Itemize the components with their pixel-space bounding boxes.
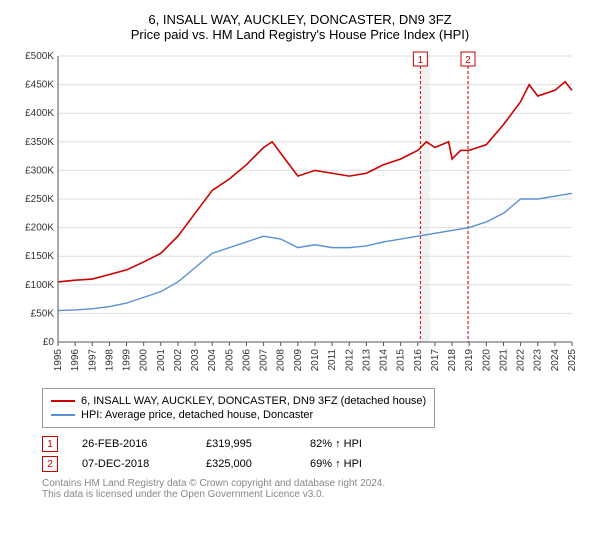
svg-text:2008: 2008: [276, 349, 287, 372]
sale-date: 07-DEC-2018: [82, 458, 182, 470]
sale-price: £325,000: [206, 458, 286, 470]
svg-text:2000: 2000: [139, 349, 150, 372]
svg-text:2004: 2004: [207, 349, 218, 372]
svg-text:1996: 1996: [70, 349, 81, 372]
legend-label: 6, INSALL WAY, AUCKLEY, DONCASTER, DN9 3…: [81, 395, 426, 407]
footer-line: Contains HM Land Registry data © Crown c…: [42, 478, 588, 489]
svg-text:2018: 2018: [447, 349, 458, 372]
svg-text:2009: 2009: [293, 349, 304, 372]
sales-list: 1 26-FEB-2016 £319,995 82% ↑ HPI 2 07-DEC-201…: [42, 436, 588, 472]
svg-text:£50K: £50K: [31, 308, 55, 319]
svg-text:£300K: £300K: [25, 165, 54, 176]
legend-swatch: [51, 400, 75, 402]
svg-text:2021: 2021: [498, 349, 509, 372]
svg-text:1995: 1995: [53, 349, 64, 372]
footer-line: This data is licensed under the Open Gov…: [42, 489, 588, 500]
svg-text:£100K: £100K: [25, 280, 54, 291]
svg-text:£400K: £400K: [25, 108, 54, 119]
svg-text:2010: 2010: [310, 349, 321, 372]
svg-text:£0: £0: [43, 337, 55, 348]
svg-text:2017: 2017: [430, 349, 441, 372]
svg-text:2020: 2020: [481, 349, 492, 372]
sale-marker: 2: [42, 456, 58, 472]
svg-text:2015: 2015: [396, 349, 407, 372]
svg-text:2005: 2005: [224, 349, 235, 372]
sale-marker: 1: [42, 436, 58, 452]
sale-pct: 82% ↑ HPI: [310, 438, 362, 450]
svg-text:2011: 2011: [327, 349, 338, 371]
svg-text:1999: 1999: [122, 349, 133, 372]
svg-text:1: 1: [418, 55, 424, 66]
svg-text:£500K: £500K: [25, 51, 54, 62]
svg-text:2003: 2003: [190, 349, 201, 372]
svg-text:£200K: £200K: [25, 223, 54, 234]
sale-row: 1 26-FEB-2016 £319,995 82% ↑ HPI: [42, 436, 588, 452]
legend-box: 6, INSALL WAY, AUCKLEY, DONCASTER, DN9 3…: [42, 388, 435, 428]
svg-text:2001: 2001: [156, 349, 167, 372]
legend-item: HPI: Average price, detached house, Donc…: [51, 409, 426, 421]
svg-text:2012: 2012: [344, 349, 355, 372]
svg-text:2002: 2002: [173, 349, 184, 372]
svg-text:2006: 2006: [241, 349, 252, 372]
page-title: 6, INSALL WAY, AUCKLEY, DONCASTER, DN9 3…: [12, 12, 588, 27]
svg-text:£450K: £450K: [25, 80, 54, 91]
svg-text:1997: 1997: [87, 349, 98, 372]
price-chart: £0 £50K £100K £150K £200K £250K £300K £350K £400…: [12, 50, 588, 380]
svg-text:2024: 2024: [550, 349, 561, 372]
svg-text:2013: 2013: [361, 349, 372, 372]
svg-text:£350K: £350K: [25, 137, 54, 148]
svg-text:2014: 2014: [379, 349, 390, 372]
sale-date: 26-FEB-2016: [82, 438, 182, 450]
sale-pct: 69% ↑ HPI: [310, 458, 362, 470]
footer-attribution: Contains HM Land Registry data © Crown c…: [42, 478, 588, 500]
sale-row: 2 07-DEC-2018 £325,000 69% ↑ HPI: [42, 456, 588, 472]
svg-text:2025: 2025: [567, 349, 578, 372]
sale-price: £319,995: [206, 438, 286, 450]
svg-text:2016: 2016: [413, 349, 424, 372]
legend-swatch: [51, 414, 75, 416]
svg-text:1998: 1998: [104, 349, 115, 372]
svg-text:2: 2: [465, 55, 471, 66]
svg-text:2019: 2019: [464, 349, 475, 372]
page-subtitle: Price paid vs. HM Land Registry's House …: [12, 27, 588, 42]
svg-text:2022: 2022: [516, 349, 527, 372]
svg-text:2023: 2023: [533, 349, 544, 372]
svg-text:£150K: £150K: [25, 251, 54, 262]
svg-text:2007: 2007: [259, 349, 270, 372]
legend-item: 6, INSALL WAY, AUCKLEY, DONCASTER, DN9 3…: [51, 395, 426, 407]
legend-label: HPI: Average price, detached house, Donc…: [81, 409, 313, 421]
svg-text:£250K: £250K: [25, 194, 54, 205]
